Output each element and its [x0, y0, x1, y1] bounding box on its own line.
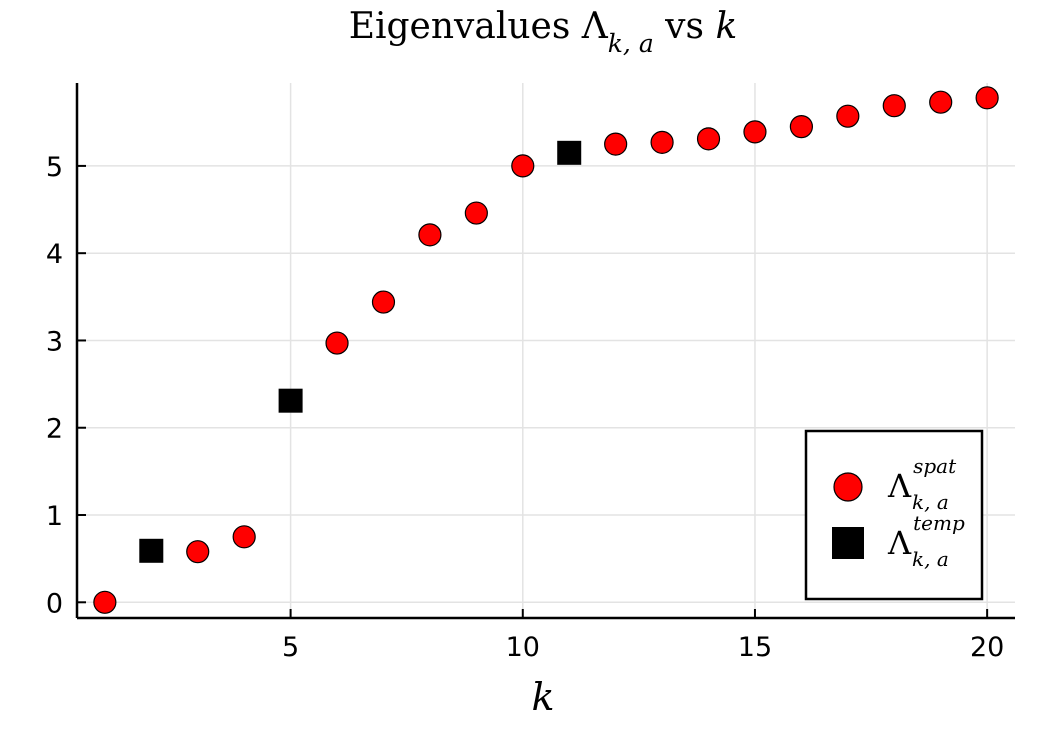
- point-temp-k11: [557, 140, 582, 165]
- point-spat-k9: [464, 201, 488, 225]
- legend-temp-symbol: Λ: [887, 524, 912, 562]
- x-tick-label-10: 10: [506, 632, 540, 663]
- x-axis-label: k: [531, 675, 554, 719]
- point-spat-k14: [696, 127, 721, 151]
- legend: Λspat k, a Λtemp k, a: [804, 429, 984, 601]
- point-spat-k15: [743, 120, 767, 144]
- legend-box: [804, 429, 984, 601]
- legend-spat-superscript: spat: [913, 454, 957, 478]
- chart-title-prefix: Eigenvalues: [349, 6, 582, 47]
- y-tick-label-2: 2: [46, 414, 63, 445]
- chart-title-subscript: k, a: [608, 29, 654, 58]
- x-tick-label-15: 15: [738, 632, 772, 663]
- x-tick-label-5: 5: [282, 632, 299, 663]
- data-points: [93, 86, 999, 614]
- y-tick-label-5: 5: [46, 152, 63, 183]
- y-tick-label-0: 0: [46, 588, 63, 619]
- point-temp-k5: [278, 388, 303, 413]
- point-spat-k8: [418, 223, 442, 247]
- chart-title-middle: vs: [654, 6, 716, 47]
- point-spat-k7: [371, 290, 396, 314]
- point-spat-k19: [929, 90, 953, 114]
- chart-title: Eigenvalues Λk, a vs k: [349, 6, 738, 58]
- legend-spat-subscript: k, a: [912, 490, 949, 514]
- legend-label-temp: Λtemp k, a: [887, 511, 965, 571]
- legend-label-spat: Λspat k, a: [887, 454, 957, 514]
- point-spat-k3: [186, 540, 210, 564]
- point-spat-k1: [93, 590, 117, 614]
- y-tick-labels: 0 1 2 3 4 5: [46, 152, 63, 619]
- point-spat-k13: [650, 130, 674, 154]
- x-tick-label-20: 20: [970, 632, 1004, 663]
- point-spat-k17: [836, 104, 860, 128]
- point-spat-k12: [604, 132, 628, 156]
- y-tick-label-1: 1: [46, 501, 63, 532]
- point-spat-k20: [975, 86, 999, 110]
- point-spat-k6: [325, 331, 349, 355]
- point-spat-k4: [232, 525, 256, 549]
- point-temp-k2: [139, 538, 164, 563]
- y-tick-label-4: 4: [46, 239, 63, 270]
- axes: [75, 83, 1015, 620]
- legend-marker-spat: [833, 472, 863, 502]
- chart-title-variable: k: [715, 6, 737, 47]
- point-spat-k10: [511, 154, 535, 178]
- legend-temp-superscript: temp: [913, 511, 965, 535]
- point-spat-k16: [789, 115, 813, 139]
- chart-title-symbol: Λ: [581, 6, 609, 47]
- x-tick-labels: 5 10 15 20: [282, 632, 1004, 663]
- point-spat-k18: [882, 94, 906, 118]
- grid-lines: [77, 83, 1015, 618]
- legend-spat-symbol: Λ: [887, 467, 912, 505]
- legend-marker-temp: [832, 527, 864, 559]
- y-tick-label-3: 3: [46, 326, 63, 357]
- legend-temp-subscript: k, a: [912, 547, 949, 571]
